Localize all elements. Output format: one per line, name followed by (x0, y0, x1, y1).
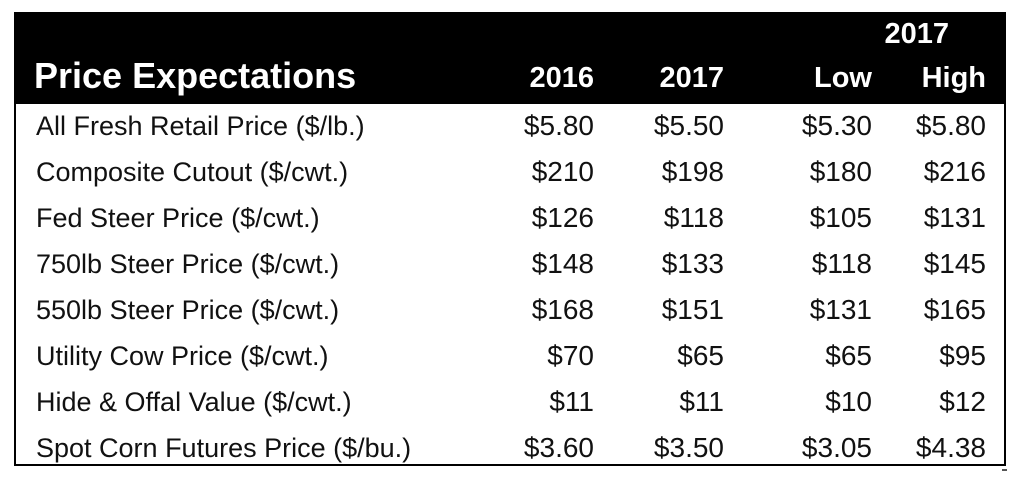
cell-2016: $3.60 (523, 432, 594, 463)
cell-low: $105 (809, 202, 872, 233)
row-label: 750lb Steer Price ($/cwt.) (36, 249, 340, 279)
cell-2016: $168 (531, 294, 594, 325)
group-header-2017: 2017 (884, 18, 949, 50)
cell-2017: $198 (661, 156, 724, 187)
table-row: Spot Corn Futures Price ($/bu.) $3.60 $3… (16, 426, 1004, 472)
cell-high: $165 (923, 294, 986, 325)
table-row: 550lb Steer Price ($/cwt.) $168 $151 $13… (16, 288, 1004, 334)
cell-low: $180 (809, 156, 872, 187)
row-label: Spot Corn Futures Price ($/bu.) (36, 433, 412, 463)
cell-2016: $148 (531, 248, 594, 279)
cell-2016: $210 (531, 156, 594, 187)
row-label: 550lb Steer Price ($/cwt.) (36, 295, 340, 325)
row-label: All Fresh Retail Price ($/lb.) (36, 111, 365, 141)
table-row: 750lb Steer Price ($/cwt.) $148 $133 $11… (16, 242, 1004, 288)
row-label: Fed Steer Price ($/cwt.) (36, 203, 320, 233)
table-row: Hide & Offal Value ($/cwt.) $11 $11 $10 … (16, 380, 1004, 426)
cell-high: $4.38 (915, 432, 986, 463)
table-row: Composite Cutout ($/cwt.) $210 $198 $180… (16, 150, 1004, 196)
column-header-low: Low (814, 62, 872, 94)
cell-2016: $126 (531, 202, 594, 233)
cell-high: $12 (939, 386, 986, 417)
cell-2017: $11 (679, 386, 724, 417)
row-label: Composite Cutout ($/cwt.) (36, 157, 349, 187)
table-header: Price Expectations 2017 2016 2017 Low Hi… (16, 14, 1004, 104)
column-header-2017: 2017 (659, 62, 724, 94)
cell-2017: $65 (677, 340, 724, 371)
cell-low: $10 (825, 386, 872, 417)
cell-2017: $3.50 (653, 432, 724, 463)
cell-2016: $70 (547, 340, 594, 371)
table-title: Price Expectations (34, 55, 357, 96)
cell-2017: $118 (663, 202, 724, 233)
cell-high: $131 (923, 202, 986, 233)
column-header-2016: 2016 (529, 62, 594, 94)
cell-2017: $151 (661, 294, 724, 325)
corner-mark (1002, 469, 1007, 471)
cell-low: $5.30 (801, 110, 872, 141)
cell-high: $216 (923, 156, 986, 187)
cell-2016: $5.80 (523, 110, 594, 141)
table-row: All Fresh Retail Price ($/lb.) $5.80 $5.… (16, 104, 1004, 150)
cell-2017: $133 (661, 248, 724, 279)
cell-low: $65 (825, 340, 872, 371)
cell-low: $118 (811, 248, 872, 279)
column-header-high: High (921, 62, 986, 94)
table-body: All Fresh Retail Price ($/lb.) $5.80 $5.… (16, 104, 1004, 472)
cell-low: $3.05 (801, 432, 872, 463)
cell-low: $131 (809, 294, 872, 325)
price-expectations-table: Price Expectations 2017 2016 2017 Low Hi… (14, 12, 1006, 466)
cell-high: $145 (923, 248, 986, 279)
table-row: Fed Steer Price ($/cwt.) $126 $118 $105 … (16, 196, 1004, 242)
cell-high: $5.80 (915, 110, 986, 141)
cell-high: $95 (939, 340, 986, 371)
row-label: Hide & Offal Value ($/cwt.) (36, 387, 352, 417)
cell-2017: $5.50 (653, 110, 724, 141)
cell-2016: $11 (549, 386, 594, 417)
table-row: Utility Cow Price ($/cwt.) $70 $65 $65 $… (16, 334, 1004, 380)
row-label: Utility Cow Price ($/cwt.) (36, 341, 329, 371)
